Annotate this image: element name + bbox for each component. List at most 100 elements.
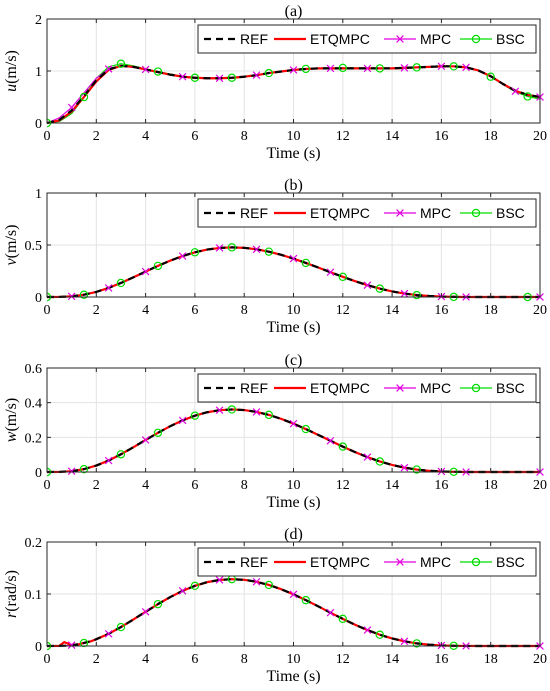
marker-mpc (326, 268, 335, 277)
marker-mpc (67, 292, 76, 301)
series-group (47, 59, 544, 128)
y-axis-label: w(m/s) (3, 398, 20, 442)
y-tick-label: 2 (35, 13, 42, 28)
y-axis-label-unit: (m/s) (3, 50, 20, 84)
marker-bsc (523, 92, 532, 101)
x-tick-label: 10 (287, 129, 301, 144)
y-axis-label-symbol: r (3, 611, 20, 618)
legend-label-ref: REF (240, 554, 268, 570)
x-tick-label: 2 (93, 129, 100, 144)
marker-bsc (79, 464, 89, 474)
marker-mpc (104, 629, 113, 638)
x-axis-label: Time (s) (266, 145, 320, 162)
marker-bsc (227, 243, 237, 252)
x-tick-label: 16 (434, 478, 448, 493)
marker-mpc (252, 408, 261, 416)
x-tick-label: 12 (336, 652, 350, 667)
y-tick-label: 0.4 (25, 397, 43, 412)
x-tick-label: 2 (93, 478, 100, 493)
legend-label-mpc: MPC (420, 380, 451, 396)
y-axis-label: r(rad/s) (3, 570, 20, 618)
marker-bsc (190, 411, 200, 420)
x-tick-label: 6 (191, 478, 198, 493)
legend-marker-bsc (471, 557, 481, 567)
x-tick-label: 12 (336, 129, 350, 144)
x-tick-label: 4 (142, 129, 149, 144)
x-tick-label: 16 (434, 652, 448, 667)
marker-bsc (375, 64, 384, 73)
x-tick-label: 18 (484, 478, 498, 493)
x-tick-label: 8 (241, 129, 248, 144)
legend-marker-mpc (396, 209, 404, 217)
marker-bsc (227, 73, 237, 82)
legend-label-etqmpc: ETQMPC (310, 554, 370, 570)
marker-bsc (153, 261, 163, 271)
legend-label-mpc: MPC (420, 205, 451, 221)
legend-label-mpc: MPC (420, 31, 451, 47)
y-axis-label-unit: (rad/s) (3, 570, 20, 612)
marker-mpc (400, 637, 409, 646)
marker-mpc (67, 641, 76, 649)
marker-mpc (178, 72, 187, 81)
marker-mpc (326, 608, 335, 617)
y-axis-label-unit: (m/s) (3, 225, 20, 259)
legend: REF ETQMPC MPC BSC (197, 547, 537, 577)
y-tick-label: 0 (35, 640, 42, 655)
y-tick-label: 0 (35, 117, 42, 132)
x-tick-label: 14 (385, 303, 399, 318)
x-tick-label: 2 (93, 303, 100, 318)
marker-bsc (338, 442, 347, 451)
x-tick-label: 6 (191, 303, 198, 318)
marker-bsc (79, 290, 89, 299)
legend-marker-mpc (396, 35, 404, 43)
y-axis-label-symbol: w (3, 431, 20, 442)
x-axis-label: Time (s) (266, 319, 320, 336)
marker-mpc (178, 587, 187, 595)
y-tick-label: 0 (35, 466, 42, 481)
marker-bsc (264, 410, 274, 420)
x-tick-label: 18 (484, 303, 498, 318)
marker-mpc (400, 64, 409, 72)
marker-mpc (511, 87, 520, 96)
marker-mpc (141, 65, 150, 74)
y-tick-label: 1 (35, 65, 42, 80)
x-axis-label: Time (s) (266, 668, 320, 685)
y-tick-label: 0.6 (25, 362, 43, 377)
marker-mpc (178, 252, 187, 260)
marker-bsc (301, 424, 311, 434)
x-tick-label: 16 (434, 303, 448, 318)
x-tick-label: 2 (93, 652, 100, 667)
x-tick-label: 14 (385, 652, 399, 667)
y-axis-label: u(m/s) (3, 50, 20, 92)
y-axis-label-unit: (m/s) (3, 398, 20, 432)
marker-mpc (104, 456, 113, 465)
x-tick-label: 10 (287, 303, 301, 318)
y-tick-label: 1 (35, 187, 42, 202)
y-tick-label: 0.5 (25, 239, 43, 254)
panel-3: 0 2 4 6 8 10 12 14 16 18 20 0 0.1 0.2 (d) Time (s) r(rad… (3, 526, 547, 685)
legend: REF ETQMPC MPC BSC (197, 373, 537, 403)
x-tick-label: 8 (241, 303, 248, 318)
marker-bsc (338, 272, 347, 282)
legend-marker-mpc (396, 384, 404, 392)
marker-bsc (79, 638, 89, 648)
x-tick-label: 14 (385, 129, 399, 144)
x-tick-label: 18 (484, 652, 498, 667)
marker-bsc (412, 465, 421, 474)
marker-bsc (375, 630, 384, 639)
legend-label-ref: REF (240, 205, 268, 221)
marker-mpc (400, 289, 409, 298)
marker-bsc (79, 92, 89, 102)
marker-bsc (264, 247, 274, 256)
marker-bsc (375, 284, 384, 293)
x-tick-label: 8 (241, 478, 248, 493)
marker-mpc (363, 626, 372, 634)
x-tick-label: 10 (287, 478, 301, 493)
marker-bsc (190, 248, 200, 257)
marker-bsc (153, 428, 163, 438)
marker-mpc (141, 436, 150, 444)
marker-mpc (363, 64, 372, 73)
marker-mpc (252, 577, 261, 586)
x-tick-label: 20 (533, 303, 547, 318)
legend-label-ref: REF (240, 31, 268, 47)
